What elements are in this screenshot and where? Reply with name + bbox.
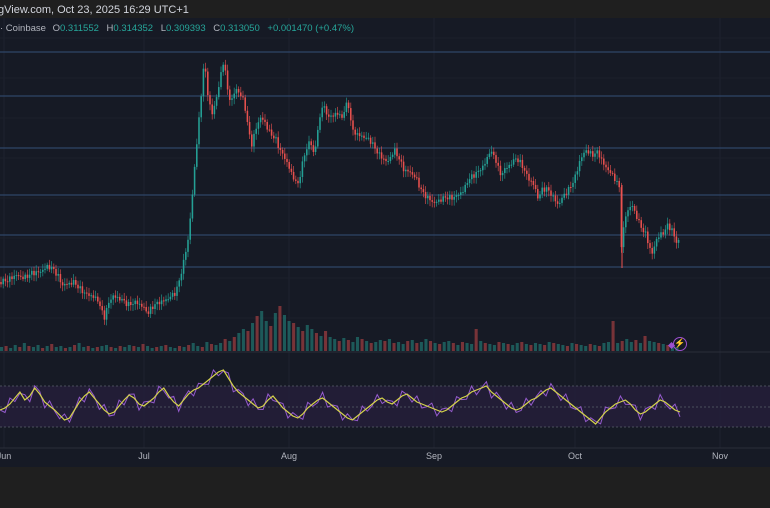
low-value: 0.309393 xyxy=(165,23,206,34)
lightning-bolt-icon[interactable]: ⚡ xyxy=(673,337,687,351)
open-value: 0.311552 xyxy=(59,23,99,34)
exchange-label: · Coinbase xyxy=(0,23,46,34)
time-label-sep: Sep xyxy=(425,451,443,461)
time-axis[interactable]: Jun Jul Aug Sep Oct Nov xyxy=(0,448,770,467)
time-label-nov: Nov xyxy=(711,451,729,461)
time-label-oct: Oct xyxy=(567,451,583,461)
time-label-jul: Jul xyxy=(138,451,150,461)
high-value: 0.314352 xyxy=(113,23,154,34)
source-text: gView.com, Oct 23, 2025 16:29 UTC+1 xyxy=(0,4,189,16)
ohlc-legend: · Coinbase O0.311552 H0.314352 L0.309393… xyxy=(0,23,355,34)
time-label-aug: Aug xyxy=(280,451,298,461)
chart-area[interactable]: · Coinbase O0.311552 H0.314352 L0.309393… xyxy=(0,18,770,467)
price-chart-canvas[interactable] xyxy=(0,18,770,467)
time-label-jun: Jun xyxy=(0,451,12,461)
source-header: gView.com, Oct 23, 2025 16:29 UTC+1 xyxy=(0,0,770,18)
change-value: +0.001470 (+0.47%) xyxy=(267,23,355,34)
close-value: 0.313050 xyxy=(220,23,260,34)
